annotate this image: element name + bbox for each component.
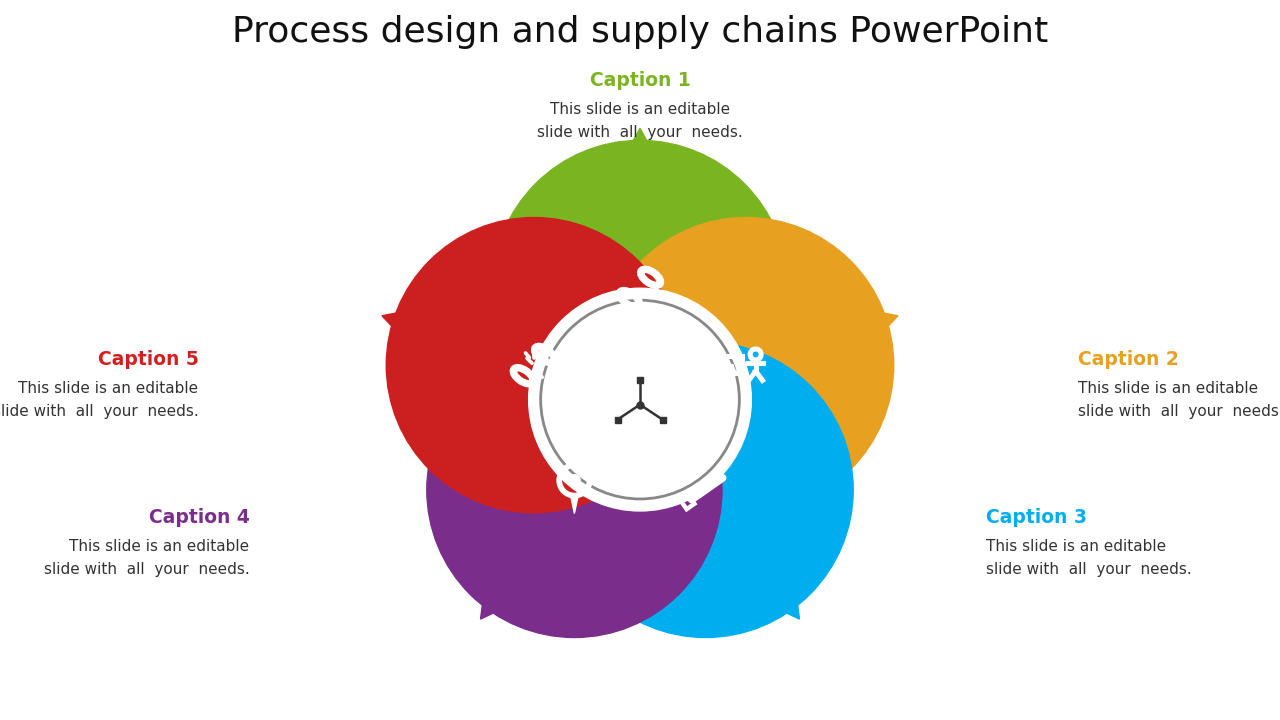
Circle shape bbox=[558, 342, 854, 637]
Polygon shape bbox=[774, 592, 800, 619]
Polygon shape bbox=[571, 495, 579, 513]
Text: Caption 2: Caption 2 bbox=[1078, 350, 1179, 369]
Circle shape bbox=[568, 474, 580, 486]
Text: Caption 4: Caption 4 bbox=[148, 508, 250, 527]
Circle shape bbox=[387, 217, 681, 513]
Polygon shape bbox=[627, 128, 653, 152]
Text: Caption 5: Caption 5 bbox=[97, 350, 198, 369]
Text: This slide is an editable
slide with  all  your  needs.: This slide is an editable slide with all… bbox=[44, 539, 250, 577]
Text: This slide is an editable
slide with  all  your  needs.: This slide is an editable slide with all… bbox=[1078, 381, 1280, 419]
Circle shape bbox=[599, 217, 893, 513]
Text: This slide is an editable
slide with  all  your  needs.: This slide is an editable slide with all… bbox=[986, 539, 1192, 577]
Text: This slide is an editable
slide with  all  your  needs.: This slide is an editable slide with all… bbox=[0, 381, 198, 419]
Circle shape bbox=[529, 288, 751, 511]
Text: This slide is an editable
slide with  all  your  needs.: This slide is an editable slide with all… bbox=[538, 102, 742, 140]
Circle shape bbox=[493, 140, 787, 436]
Circle shape bbox=[550, 310, 730, 490]
Circle shape bbox=[426, 342, 722, 637]
Text: Process design and supply chains PowerPoint: Process design and supply chains PowerPo… bbox=[232, 15, 1048, 50]
Polygon shape bbox=[480, 592, 506, 619]
Text: Caption 1: Caption 1 bbox=[590, 71, 690, 90]
Text: Caption 3: Caption 3 bbox=[986, 508, 1087, 527]
Circle shape bbox=[541, 305, 744, 507]
Polygon shape bbox=[872, 311, 899, 336]
Polygon shape bbox=[381, 311, 408, 336]
Bar bbox=[722, 356, 742, 374]
